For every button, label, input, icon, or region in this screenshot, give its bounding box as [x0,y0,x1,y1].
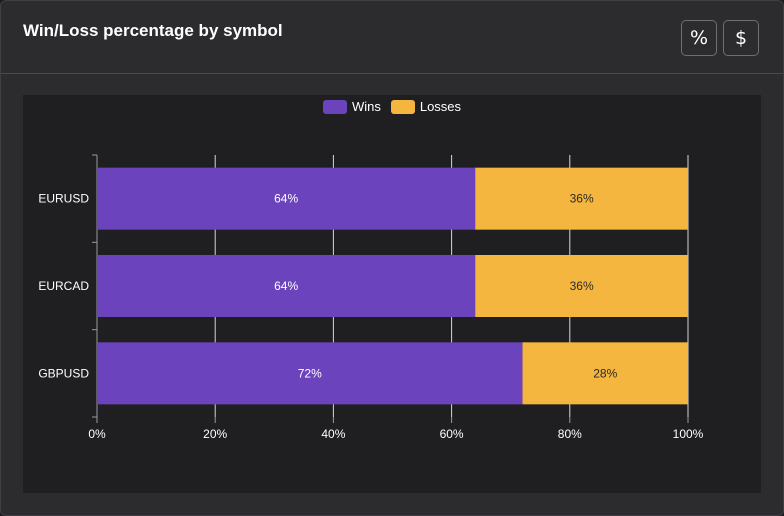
dollar-icon: $ [734,27,748,49]
x-tick-label: 100% [673,427,704,441]
data-label-losses: 28% [593,366,617,380]
bar-losses [475,255,688,317]
percent-icon: % [689,27,709,49]
legend-item-wins[interactable]: Wins [322,99,381,114]
y-category-label: GBPUSD [38,366,89,380]
bar-wins [97,255,476,317]
bar-wins [97,167,476,230]
bar-losses [475,167,688,230]
legend-label-wins: Wins [351,99,381,114]
data-label-losses: 36% [570,279,594,293]
y-category-label: EURCAD [38,279,89,293]
dollar-toggle-button[interactable]: $ [723,20,759,56]
legend-item-losses[interactable]: Losses [390,99,462,114]
data-label-wins: 64% [274,279,298,293]
x-tick-label: 80% [558,427,582,441]
legend-swatch-wins [322,99,347,114]
bar-wins [97,342,523,405]
y-category-label: EURUSD [38,192,89,206]
data-label-losses: 36% [570,192,594,206]
legend-swatch-losses [390,99,415,114]
percent-toggle-button[interactable]: % [681,20,717,56]
x-tick-label: 0% [88,427,106,441]
data-label-wins: 72% [298,366,322,380]
x-tick-label: 40% [321,427,345,441]
chart-panel: Wins Losses 0% 20% 40% 60% 80% 100% 64% 36% EURU… [23,95,761,493]
bar-chart: 0% 20% 40% 60% 80% 100% 64% 36% EURUSD 64% 36% EURC… [38,154,704,441]
x-tick-label: 60% [440,427,464,441]
data-label-wins: 64% [274,192,298,206]
card-header: Win/Loss percentage by symbol % $ [1,1,783,74]
card-title: Win/Loss percentage by symbol [23,21,283,40]
x-tick-label: 20% [203,427,227,441]
chart-legend: Wins Losses [23,99,761,114]
legend-label-losses: Losses [419,99,462,114]
bar-losses [522,342,688,405]
